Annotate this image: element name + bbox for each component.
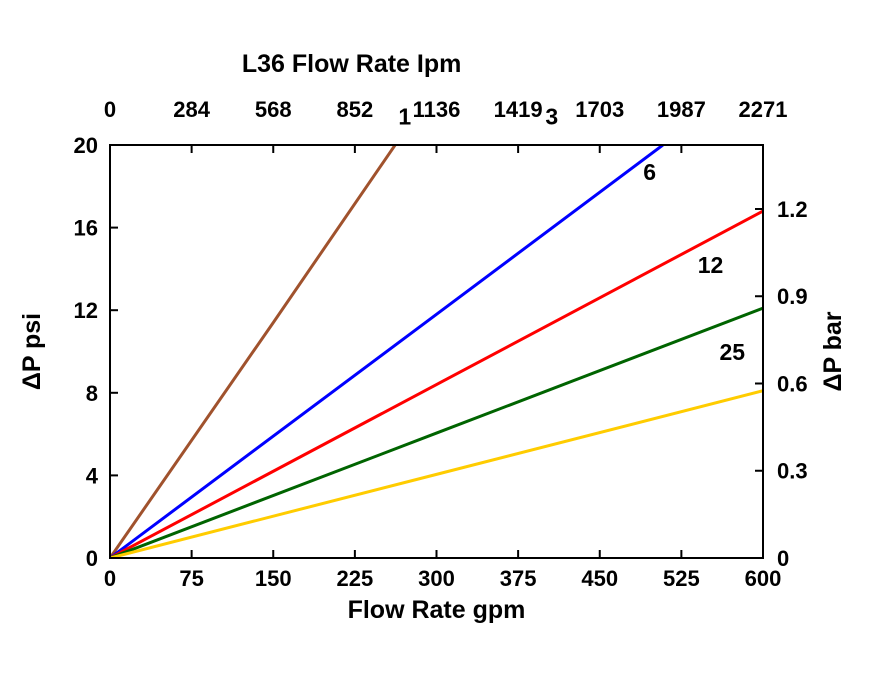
yl-tick-16: 16 bbox=[74, 216, 98, 241]
yr-tick-1.2: 1.2 bbox=[777, 197, 808, 222]
yl-tick-0: 0 bbox=[86, 546, 98, 571]
top-title: L36 Flow Rate Ipm bbox=[242, 50, 461, 78]
xt-tick-852: 852 bbox=[337, 97, 374, 122]
xt-tick-0: 0 bbox=[104, 97, 116, 122]
series-label-3: 3 bbox=[545, 103, 558, 129]
xt-tick-1136: 1136 bbox=[413, 97, 461, 122]
xt-tick-1703: 1703 bbox=[575, 97, 624, 122]
yl-tick-4: 4 bbox=[86, 463, 99, 488]
xb-tick-75: 75 bbox=[179, 566, 203, 591]
x-bottom-label: Flow Rate gpm bbox=[348, 596, 526, 624]
yl-tick-20: 20 bbox=[74, 133, 98, 158]
yr-tick-0.9: 0.9 bbox=[777, 284, 808, 309]
series-label-6: 6 bbox=[643, 159, 656, 185]
y-right-label: ΔP bar bbox=[819, 311, 847, 391]
series-label-12: 12 bbox=[698, 252, 724, 278]
xb-tick-525: 525 bbox=[663, 566, 700, 591]
yl-tick-8: 8 bbox=[86, 381, 98, 406]
xb-tick-450: 450 bbox=[581, 566, 618, 591]
yr-tick-0.6: 0.6 bbox=[777, 371, 808, 396]
yl-tick-12: 12 bbox=[74, 298, 98, 323]
series-label-25: 25 bbox=[719, 339, 745, 365]
xb-tick-300: 300 bbox=[418, 566, 455, 591]
y-left-label: ΔP psi bbox=[18, 313, 46, 390]
xb-tick-600: 600 bbox=[745, 566, 782, 591]
xb-tick-375: 375 bbox=[500, 566, 537, 591]
series-label-1: 1 bbox=[398, 103, 411, 129]
yr-tick-0: 0 bbox=[777, 546, 789, 571]
xt-tick-1987: 1987 bbox=[657, 97, 706, 122]
chart-svg: 075150225300375450525600Flow Rate gpm028… bbox=[0, 0, 884, 684]
xt-tick-284: 284 bbox=[173, 97, 210, 122]
xt-tick-1419: 1419 bbox=[494, 97, 543, 122]
chart-container: 075150225300375450525600Flow Rate gpm028… bbox=[0, 0, 884, 684]
xb-tick-0: 0 bbox=[104, 566, 116, 591]
yr-tick-0.3: 0.3 bbox=[777, 459, 808, 484]
xb-tick-150: 150 bbox=[255, 566, 292, 591]
xt-tick-2271: 2271 bbox=[739, 97, 788, 122]
xb-tick-225: 225 bbox=[337, 566, 374, 591]
xt-tick-568: 568 bbox=[255, 97, 292, 122]
